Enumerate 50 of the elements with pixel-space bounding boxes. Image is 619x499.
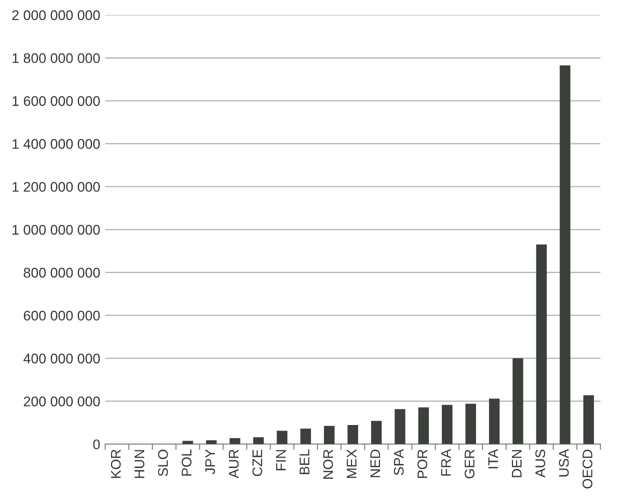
- x-tick-label: SPA: [394, 449, 404, 476]
- bar: [182, 440, 194, 444]
- bar: [418, 407, 429, 444]
- bar: [276, 430, 288, 444]
- x-tick-label: AUR: [228, 450, 239, 478]
- y-tick-label: 1 600 000 000: [12, 96, 100, 106]
- x-tick-label: MEX: [346, 449, 356, 478]
- bar: [583, 395, 594, 444]
- bar: [230, 438, 240, 444]
- bar: [300, 428, 311, 444]
- x-tick-label: JPY: [205, 449, 216, 474]
- x-tick-label: GER: [464, 450, 474, 478]
- x-tick-label: FIN: [276, 450, 286, 470]
- y-tick-label: 0: [93, 439, 100, 450]
- y-tick-label: 2 000 000 000: [12, 10, 100, 20]
- bar: [489, 398, 500, 444]
- y-tick-label: 800 000 000: [24, 268, 100, 278]
- bar: [348, 425, 358, 444]
- x-tick-label: HUN: [134, 450, 144, 478]
- bar: [512, 358, 524, 444]
- bar: [465, 404, 476, 444]
- x-tick-label: DEN: [512, 450, 522, 478]
- x-tick-label: AUS: [535, 450, 546, 478]
- x-tick-label: FRA: [441, 449, 451, 476]
- x-tick-label: OECD: [582, 450, 592, 488]
- bar: [560, 65, 570, 444]
- bar: [253, 437, 264, 444]
- x-tick-label: KOR: [110, 450, 121, 478]
- x-tick-label: POL: [182, 449, 192, 476]
- bar: [371, 420, 382, 444]
- bar: [394, 409, 406, 444]
- x-tick-label: ITA: [488, 449, 498, 468]
- y-tick-label: 1 400 000 000: [12, 139, 100, 149]
- bar: [206, 440, 217, 444]
- x-tick-label: CZE: [252, 450, 262, 476]
- x-tick-label: NOR: [323, 450, 333, 479]
- bar: [324, 426, 335, 444]
- x-tick-label: NED: [370, 450, 380, 478]
- y-tick-label: 600 000 000: [24, 310, 100, 321]
- x-tick-label: BEL: [300, 449, 310, 474]
- y-tick-label: 1 800 000 000: [12, 53, 100, 64]
- x-tick-label: USA: [558, 449, 569, 476]
- y-tick-label: 1 000 000 000: [12, 224, 100, 235]
- bar: [442, 404, 452, 444]
- y-tick-label: 1 200 000 000: [12, 182, 100, 192]
- y-tick-label: 400 000 000: [23, 354, 100, 364]
- x-tick-label: POR: [417, 450, 428, 478]
- y-tick-label: 200 000 000: [24, 396, 100, 406]
- x-tick-label: SLO: [158, 450, 168, 476]
- bar: [536, 244, 547, 444]
